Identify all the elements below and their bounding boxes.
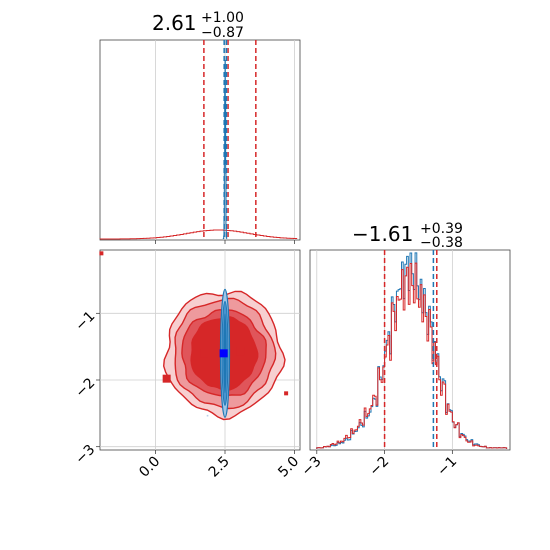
title-p3-value: −1.61 xyxy=(352,222,413,246)
title-p1-upper: +1.00 xyxy=(201,10,244,26)
histogram-red-p3 xyxy=(316,262,508,449)
title-p1: 2.61 xyxy=(152,11,197,35)
x-tick-label-p3: −1 xyxy=(434,454,460,480)
x-tick-label-p3: −2 xyxy=(366,454,392,480)
x-tick-label-p2: 2.5 xyxy=(206,454,233,481)
title-p3-upper: +0.39 xyxy=(420,221,463,237)
title-p1-lower: −0.87 xyxy=(201,25,244,41)
histogram-panel-param2 xyxy=(309,249,511,454)
x-tick-label-p2: 5.0 xyxy=(275,454,302,481)
y-tick-label-p2: −3 xyxy=(72,442,98,468)
sample-point xyxy=(206,414,209,417)
marker-point xyxy=(200,349,209,358)
contour-panel xyxy=(96,249,301,454)
title-p3-lower: −0.38 xyxy=(420,235,463,251)
marker-point xyxy=(236,347,245,356)
marker-point xyxy=(99,251,104,256)
marker-point xyxy=(284,391,289,396)
x-tick-label-p2: 0.0 xyxy=(136,454,163,481)
marks-p2 xyxy=(99,251,289,421)
x-tick-label-p3: −3 xyxy=(299,454,325,480)
title-p1-value: 2.61 xyxy=(152,11,197,35)
marker-point xyxy=(162,374,171,383)
marks-p1 xyxy=(99,40,298,240)
marks-p3 xyxy=(316,250,508,450)
marker-point xyxy=(219,349,228,358)
histogram-red-p1 xyxy=(99,229,298,240)
y-tick-label-p2: −1 xyxy=(72,308,98,334)
y-tick-label-p2: −2 xyxy=(72,375,98,401)
title-p3: −1.61 xyxy=(352,222,413,246)
axes-frame-p1 xyxy=(99,39,301,241)
histogram-panel-param1 xyxy=(99,39,301,244)
